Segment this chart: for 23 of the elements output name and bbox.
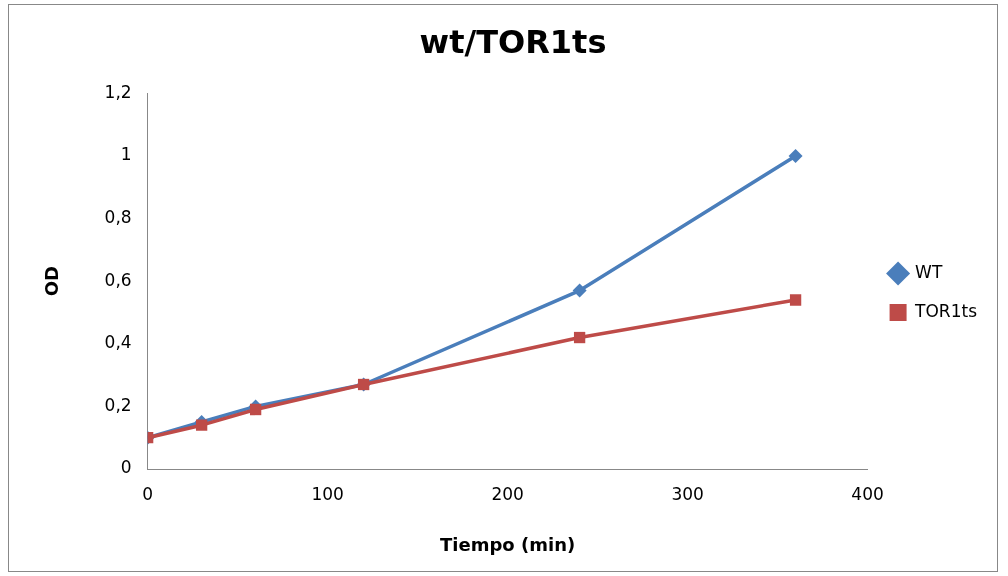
x-tick-label: 300	[671, 483, 704, 504]
y-tick-label: 0,6	[104, 269, 132, 290]
y-tick-label: 0,2	[104, 394, 132, 415]
y-tick-label: 0,4	[104, 332, 132, 353]
x-tick-label: 400	[851, 483, 884, 504]
point	[789, 294, 802, 306]
point	[195, 419, 208, 431]
point	[249, 403, 262, 416]
legend-label: TOR1ts	[914, 300, 978, 321]
y-tick-label: 0,8	[104, 207, 132, 228]
legend-label: WT	[915, 261, 943, 282]
point	[573, 331, 586, 344]
y-tick-label: 1	[120, 144, 132, 165]
y-tick-label: 0	[120, 457, 132, 478]
x-tick-label: 200	[491, 483, 524, 504]
chart-title: wt/TOR1ts	[419, 22, 607, 61]
y-axis-title: OD	[41, 266, 63, 297]
point	[788, 149, 803, 163]
y-tick-label: 1,2	[104, 81, 132, 102]
x-tick-label: 100	[311, 483, 344, 504]
point	[572, 283, 587, 298]
x-tick-label: 0	[142, 483, 154, 504]
x-axis-title: Tiempo (min)	[440, 533, 576, 555]
